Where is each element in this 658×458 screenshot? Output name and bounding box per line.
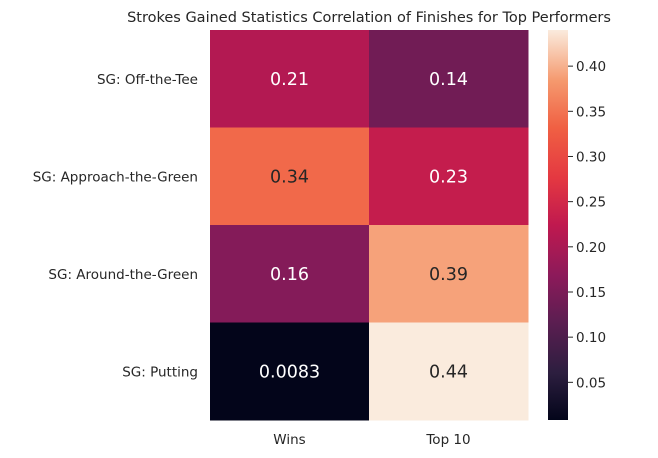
- colorbar-tick-label: 0.25: [576, 195, 606, 211]
- heatmap-cells: 0.21 0.14 0.34 0.23 0.16 0.39 0.0083 0.44: [210, 30, 529, 421]
- colorbar-tick-label: 0.20: [576, 240, 606, 256]
- heatmap-cell: [210, 30, 370, 128]
- heatmap-cell: [210, 225, 370, 323]
- colorbar: 0.05 0.10 0.15 0.20 0.25 0.30 0.35 0.40: [548, 30, 606, 420]
- colorbar-tick-label: 0.30: [576, 149, 606, 165]
- row-labels: SG: Off-the-Tee SG: Approach-the-Green SG:…: [33, 72, 198, 381]
- heatmap-cell: [210, 127, 370, 226]
- heatmap-cell: [369, 225, 529, 323]
- column-tick-label: Wins: [273, 432, 305, 448]
- cell-value-label: 0.21: [270, 70, 309, 90]
- colorbar-tick-label: 0.10: [576, 330, 606, 346]
- column-tick-label: Top 10: [425, 432, 470, 448]
- row-tick-label: SG: Off-the-Tee: [97, 72, 198, 88]
- row-tick-label: SG: Approach-the-Green: [33, 169, 198, 185]
- colorbar-tick-label: 0.15: [576, 285, 606, 301]
- row-tick-label: SG: Around-the-Green: [48, 267, 198, 283]
- cell-value-label: 0.16: [270, 265, 309, 285]
- row-tick-label: SG: Putting: [122, 364, 198, 380]
- heatmap-cell: [369, 30, 529, 128]
- heatmap-cell: [369, 322, 529, 421]
- cell-value-label: 0.44: [429, 362, 468, 382]
- heatmap-cell: [210, 322, 370, 421]
- colorbar-gradient: [548, 30, 568, 420]
- cell-value-label: 0.14: [429, 70, 468, 90]
- cell-value-label: 0.39: [429, 265, 468, 285]
- cell-value-label: 0.0083: [259, 362, 320, 382]
- cell-value-label: 0.34: [270, 167, 309, 187]
- chart-title: Strokes Gained Statistics Correlation of…: [127, 10, 611, 26]
- colorbar-tick-label: 0.35: [576, 104, 606, 120]
- colorbar-tick-label: 0.05: [576, 375, 606, 391]
- colorbar-tick-label: 0.40: [576, 59, 606, 75]
- heatmap-cell: [369, 127, 529, 226]
- column-labels: Wins Top 10: [273, 432, 470, 448]
- colorbar-ticks: 0.05 0.10 0.15 0.20 0.25 0.30 0.35 0.40: [568, 59, 606, 391]
- cell-value-label: 0.23: [429, 167, 468, 187]
